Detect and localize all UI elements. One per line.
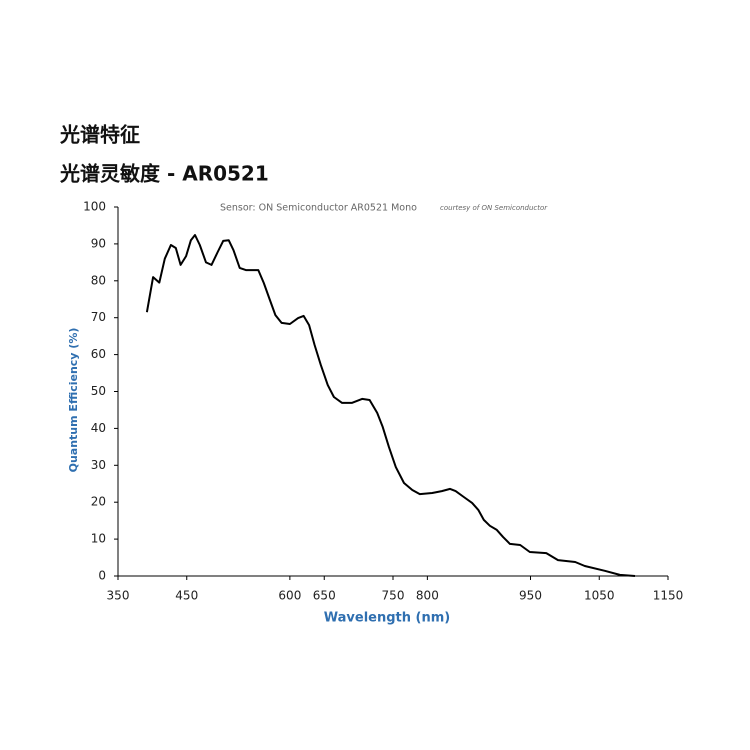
y-tick-label: 10 [91, 532, 106, 546]
x-tick-label: 600 [278, 589, 301, 603]
y-axis-label: Quantum Efficiency (%) [67, 328, 80, 473]
y-tick-label: 70 [91, 310, 106, 324]
chart-title: Sensor: ON Semiconductor AR0521 Mono [220, 203, 417, 214]
y-tick-label: 40 [91, 421, 106, 435]
page-subtitle: 光谱灵敏度 - AR0521 [59, 162, 269, 186]
y-tick-label: 30 [91, 458, 106, 472]
data-line [145, 234, 636, 577]
y-tick-label: 60 [91, 347, 106, 361]
y-tick-label: 0 [98, 569, 106, 583]
annotation: courtesy of ON Semiconductor [440, 204, 548, 212]
x-tick-label: 800 [416, 589, 439, 603]
y-tick-label: 80 [91, 273, 106, 287]
y-tick-label: 100 [83, 200, 106, 214]
x-tick-label: 450 [175, 589, 198, 603]
x-tick-label: 950 [519, 589, 542, 603]
y-tick-label: 20 [91, 495, 106, 509]
x-tick-label: 750 [382, 589, 405, 603]
x-axis-label: Wavelength (nm) [324, 611, 450, 626]
y-tick-label: 50 [91, 384, 106, 398]
page-title: 光谱特征 [59, 123, 140, 147]
x-tick-label: 1050 [584, 589, 615, 603]
x-tick-label: 1150 [653, 589, 684, 603]
y-tick-label: 90 [91, 236, 106, 250]
x-tick-label: 350 [107, 589, 130, 603]
x-tick-label: 650 [313, 589, 336, 603]
